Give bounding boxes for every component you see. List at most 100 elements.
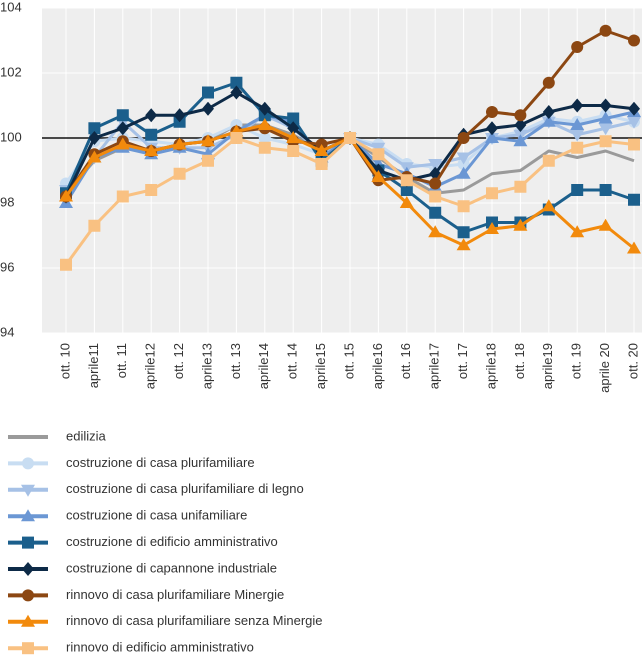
marker <box>571 98 584 113</box>
marker <box>485 222 499 234</box>
marker <box>429 190 442 203</box>
legend-marker <box>22 589 34 602</box>
y-tick-label: 100 <box>0 129 22 144</box>
marker <box>230 76 243 89</box>
marker <box>202 154 214 167</box>
marker <box>257 118 272 130</box>
marker <box>456 152 471 165</box>
x-tick-label: ott. 16 <box>398 343 413 379</box>
legend-marker <box>21 509 35 522</box>
marker <box>541 114 556 127</box>
marker <box>513 218 528 231</box>
marker <box>400 174 413 187</box>
marker <box>571 141 584 154</box>
marker <box>599 24 612 37</box>
marker <box>145 184 158 196</box>
marker <box>202 101 214 116</box>
marker <box>372 148 385 161</box>
marker <box>116 190 129 203</box>
marker <box>116 109 129 122</box>
marker <box>400 184 413 196</box>
marker <box>88 131 101 145</box>
legend-marker <box>22 536 34 549</box>
marker <box>173 167 186 180</box>
marker <box>628 138 640 151</box>
marker <box>258 141 271 154</box>
x-tick-label: ott. 11 <box>114 343 129 378</box>
x-tick-label: ott. 13 <box>228 343 243 379</box>
marker <box>599 98 612 113</box>
x-tick-label: aprile15 <box>313 343 328 389</box>
marker <box>570 118 585 130</box>
marker <box>627 241 641 254</box>
legend-label: costruzione di casa plurifamiliare <box>66 455 255 470</box>
x-tick-label: ott. 19 <box>569 343 584 379</box>
marker <box>230 132 243 144</box>
marker <box>315 158 328 170</box>
marker <box>457 132 470 144</box>
marker <box>201 134 215 147</box>
marker <box>59 189 73 202</box>
marker <box>571 184 584 196</box>
marker <box>598 218 613 231</box>
legend-label: rinnovo di casa plurifamiliare senza Min… <box>66 613 323 628</box>
legend-label: costruzione di casa plurifamiliare di le… <box>66 481 304 496</box>
marker <box>202 86 214 99</box>
x-tick-label: aprile16 <box>370 343 385 389</box>
marker <box>514 109 527 122</box>
x-tick-label: aprile13 <box>199 343 214 389</box>
legend-marker <box>21 614 35 627</box>
marker <box>485 131 499 143</box>
x-tick-label: aprile11 <box>86 343 101 388</box>
marker <box>172 137 187 150</box>
x-tick-label: ott. 10 <box>57 343 72 379</box>
x-tick-label: aprile17 <box>427 343 442 389</box>
marker <box>571 41 584 53</box>
marker <box>514 180 527 193</box>
legend-label: rinnovo di casa plurifamiliare Minergie <box>66 587 284 602</box>
y-tick-label: 104 <box>0 0 22 14</box>
y-tick-label: 98 <box>0 194 14 209</box>
x-tick-label: ott. 18 <box>512 343 527 379</box>
marker <box>598 111 613 124</box>
marker <box>599 135 612 148</box>
marker <box>60 258 72 271</box>
marker <box>116 121 129 136</box>
marker <box>628 101 640 116</box>
marker <box>456 166 471 179</box>
marker <box>144 144 159 156</box>
marker <box>429 206 442 219</box>
marker <box>457 226 470 239</box>
x-tick-label: ott. 15 <box>341 343 356 379</box>
legend-label: rinnovo di edificio amministrativo <box>66 640 254 655</box>
marker <box>542 105 555 119</box>
marker <box>258 101 271 116</box>
marker <box>542 76 555 89</box>
marker <box>598 123 613 136</box>
x-tick-label: aprile19 <box>540 343 555 389</box>
marker <box>87 150 102 163</box>
legend-marker <box>22 457 34 470</box>
x-tick-label: aprile18 <box>483 343 498 389</box>
marker <box>628 193 640 206</box>
marker <box>287 112 300 125</box>
y-tick-label: 96 <box>0 259 14 274</box>
x-tick-label: ott. 20 <box>625 343 640 379</box>
marker <box>570 225 585 238</box>
marker <box>627 116 641 129</box>
marker <box>542 154 555 167</box>
marker <box>258 132 271 144</box>
marker <box>145 108 158 123</box>
legend-marker <box>22 642 34 655</box>
marker <box>429 177 442 190</box>
legend-label: edilizia <box>66 428 107 443</box>
legend-marker <box>22 562 34 576</box>
marker <box>599 184 612 196</box>
marker <box>514 118 527 132</box>
y-tick-label: 94 <box>0 324 14 339</box>
marker <box>314 144 329 156</box>
x-tick-label: aprile12 <box>143 343 158 389</box>
marker <box>371 170 386 182</box>
marker <box>399 196 414 208</box>
